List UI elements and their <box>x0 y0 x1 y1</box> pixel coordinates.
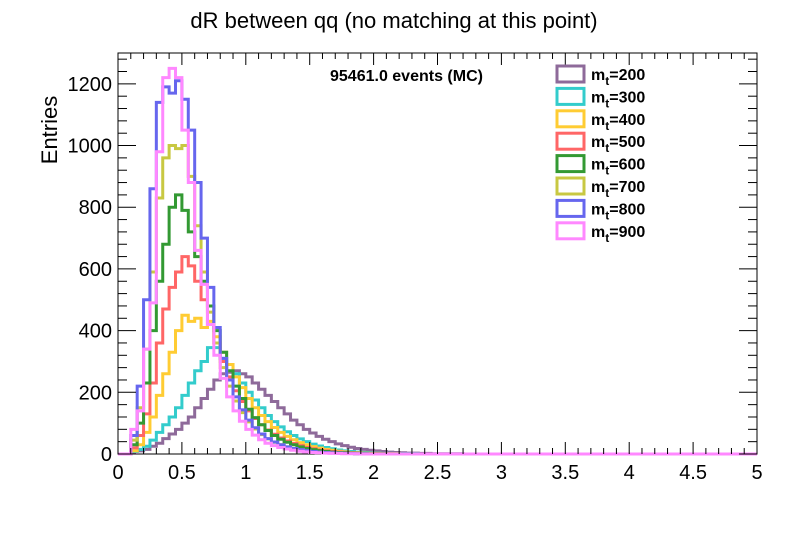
legend-swatch <box>555 86 586 106</box>
legend-label: mt=200 <box>591 67 645 88</box>
legend-label: mt=600 <box>591 157 645 178</box>
legend-entry-7: mt=800 <box>555 198 645 222</box>
legend-swatch <box>555 109 586 129</box>
legend-label: mt=900 <box>591 224 645 245</box>
legend-entry-2: mt=300 <box>555 86 645 110</box>
x-tick-label: 3 <box>496 462 507 484</box>
legend-label: mt=700 <box>591 179 645 200</box>
x-tick-label: 5 <box>751 462 762 484</box>
legend-entry-4: mt=500 <box>555 131 645 155</box>
series-group <box>118 66 757 456</box>
plot-area-border <box>117 52 758 455</box>
legend-swatch <box>555 64 586 84</box>
x-tick-label: 2.5 <box>424 462 452 484</box>
x-tick-label: 1.5 <box>296 462 324 484</box>
y-tick-label: 1000 <box>68 136 113 158</box>
y-axis-title: Entries <box>37 96 62 164</box>
y-tick-label: 200 <box>79 382 112 404</box>
legend-swatch <box>555 198 586 218</box>
chart-title: dR between qq (no matching at this point… <box>190 8 597 33</box>
legend-entry-5: mt=600 <box>555 154 645 178</box>
y-tick-label: 1200 <box>68 74 113 96</box>
tick-labels: 0 0.5 1 1.5 2 2.5 3 3.5 4 4.5 5 0 200 400 600 800 1000 12… <box>68 74 763 484</box>
series-line-2 <box>118 346 757 456</box>
x-tick-label: 0.5 <box>168 462 196 484</box>
legend-label: mt=400 <box>591 112 645 133</box>
legend: mt=200mt=300mt=400mt=500mt=600mt=700mt=8… <box>555 64 645 245</box>
legend-entry-6: mt=700 <box>555 176 645 200</box>
y-tick-label: 400 <box>79 321 112 343</box>
legend-label: mt=800 <box>591 201 645 222</box>
legend-swatch <box>555 221 586 241</box>
axis-ticks <box>117 53 758 455</box>
x-tick-label: 0 <box>112 462 123 484</box>
y-tick-label: 0 <box>101 444 112 466</box>
legend-swatch <box>555 131 586 151</box>
legend-entry-3: mt=400 <box>555 109 645 133</box>
x-tick-label: 4.5 <box>679 462 707 484</box>
series-line-7 <box>118 79 757 456</box>
x-tick-label: 1 <box>240 462 251 484</box>
legend-swatch <box>555 154 586 174</box>
y-tick-label: 600 <box>79 259 112 281</box>
series-line-1 <box>118 369 757 456</box>
legend-entry-8: mt=900 <box>555 221 645 245</box>
x-tick-label: 3.5 <box>551 462 579 484</box>
x-tick-label: 2 <box>368 462 379 484</box>
series-line-8 <box>118 66 757 456</box>
legend-label: mt=300 <box>591 89 645 110</box>
plot-frame <box>117 52 758 455</box>
legend-entry-1: mt=200 <box>555 64 645 88</box>
events-annotation: 95461.0 events (MC) <box>330 68 483 85</box>
y-tick-label: 800 <box>79 197 112 219</box>
x-tick-label: 4 <box>624 462 635 484</box>
legend-swatch <box>555 176 586 196</box>
legend-label: mt=500 <box>591 134 645 155</box>
